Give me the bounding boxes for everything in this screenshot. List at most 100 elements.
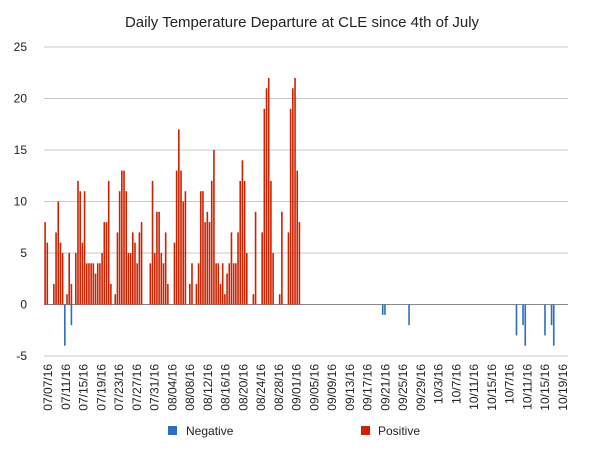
- x-tick-label: 07/15/16: [77, 364, 91, 411]
- y-tick-label: 10: [14, 195, 28, 209]
- bar-positive: [85, 263, 88, 305]
- bar-positive: [55, 232, 57, 305]
- x-tick-label: 07/19/16: [94, 364, 108, 411]
- bar-positive: [239, 180, 242, 305]
- bar-positive: [129, 253, 132, 305]
- bar-positive: [44, 222, 46, 305]
- bar-positive: [107, 180, 110, 305]
- bar-positive: [241, 160, 244, 305]
- bar-positive: [298, 222, 301, 305]
- bar-positive: [90, 263, 92, 305]
- bar-positive: [252, 294, 255, 305]
- bar-negative: [64, 304, 66, 346]
- bar-positive: [114, 294, 117, 305]
- legend-swatch-positive: [361, 426, 370, 435]
- bar-negative: [381, 304, 384, 315]
- bar-positive: [204, 222, 206, 305]
- x-tick-label: 09/21/16: [378, 364, 392, 411]
- bar-positive: [123, 170, 125, 305]
- bar-positive: [267, 77, 270, 305]
- bar-positive: [103, 222, 106, 305]
- x-tick-label: 07/07/16: [41, 364, 55, 411]
- bar-positive: [272, 253, 274, 305]
- y-tick-label: 15: [14, 143, 28, 157]
- bar-positive: [127, 253, 130, 305]
- bar-positive: [125, 191, 128, 305]
- bar-positive: [235, 263, 237, 305]
- bar-positive: [83, 191, 86, 305]
- bar-positive: [94, 273, 97, 305]
- bar-positive: [162, 263, 165, 305]
- x-tick-label: 08/24/16: [254, 364, 268, 411]
- bar-positive: [261, 232, 263, 305]
- bar-positive: [265, 88, 268, 305]
- bar-positive: [210, 180, 213, 305]
- bar-positive: [149, 263, 152, 305]
- bar-positive: [116, 232, 119, 305]
- bar-positive: [153, 253, 156, 305]
- x-tick-label: 10/15/16: [538, 364, 552, 411]
- y-tick-label: 25: [14, 40, 28, 54]
- bar-positive: [270, 180, 272, 305]
- x-tick-label: 09/25/16: [396, 364, 410, 411]
- legend-swatch-negative: [168, 426, 177, 435]
- x-tick-label: 10/7/16: [503, 364, 517, 404]
- bar-positive: [191, 263, 193, 305]
- bar-negative: [524, 304, 527, 346]
- bar-positive: [243, 180, 246, 305]
- bar-positive: [215, 263, 217, 305]
- bar-negative: [70, 304, 73, 326]
- bar-positive: [167, 283, 169, 305]
- bar-positive: [175, 170, 178, 305]
- x-tick-label: 08/16/16: [219, 364, 233, 411]
- bar-positive: [278, 294, 281, 305]
- x-axis-ticks: 07/07/16 07/11/16 07/15/16 07/19/16 07/23/16…: [41, 364, 570, 411]
- bar-positive: [105, 222, 108, 305]
- bar-positive: [53, 283, 55, 305]
- bar-positive: [189, 283, 191, 305]
- bar-positive: [131, 232, 134, 305]
- bar-positive: [206, 211, 209, 305]
- bar-positive: [164, 232, 167, 305]
- bar-positive: [213, 150, 215, 305]
- chart-title: Daily Temperature Departure at CLE since…: [125, 14, 480, 31]
- bar-positive: [81, 242, 84, 305]
- bar-negative: [515, 304, 518, 336]
- bar-positive: [101, 253, 103, 305]
- x-tick-label: 09/05/16: [307, 364, 321, 411]
- bar-positive: [96, 263, 99, 305]
- bar-positive: [197, 263, 200, 305]
- y-tick-label: 0: [20, 298, 27, 312]
- x-tick-label: 08/08/16: [183, 364, 197, 411]
- bar-positive: [195, 283, 198, 305]
- legend-label-positive: Positive: [378, 424, 420, 438]
- x-tick-label: 09/13/16: [343, 364, 357, 411]
- x-tick-label: 09/17/16: [361, 364, 375, 411]
- bar-positive: [70, 283, 73, 305]
- bar-positive: [57, 201, 60, 305]
- legend: Negative Positive: [168, 424, 420, 438]
- bar-positive: [136, 263, 138, 305]
- bar-positive: [281, 211, 283, 305]
- x-tick-label: 08/20/16: [236, 364, 250, 411]
- bar-positive: [121, 170, 123, 305]
- x-tick-label: 10/11/16: [521, 364, 535, 410]
- bar-positive: [228, 263, 231, 305]
- x-tick-label: 07/27/16: [130, 364, 144, 411]
- bar-negative: [408, 304, 410, 326]
- x-tick-label: 10/3/16: [432, 364, 446, 404]
- bar-positive: [294, 77, 296, 305]
- x-tick-label: 10/19/16: [556, 364, 570, 411]
- bar-positive: [232, 263, 235, 305]
- x-tick-label: 07/31/16: [148, 364, 162, 411]
- bar-positive: [140, 222, 143, 305]
- bar-positive: [263, 108, 266, 305]
- bar-positive: [92, 263, 95, 305]
- bar-positive: [226, 273, 228, 305]
- bar-positive: [110, 283, 112, 305]
- bar-positive: [68, 253, 71, 305]
- y-tick-label: 5: [20, 246, 27, 260]
- bar-positive: [230, 232, 233, 305]
